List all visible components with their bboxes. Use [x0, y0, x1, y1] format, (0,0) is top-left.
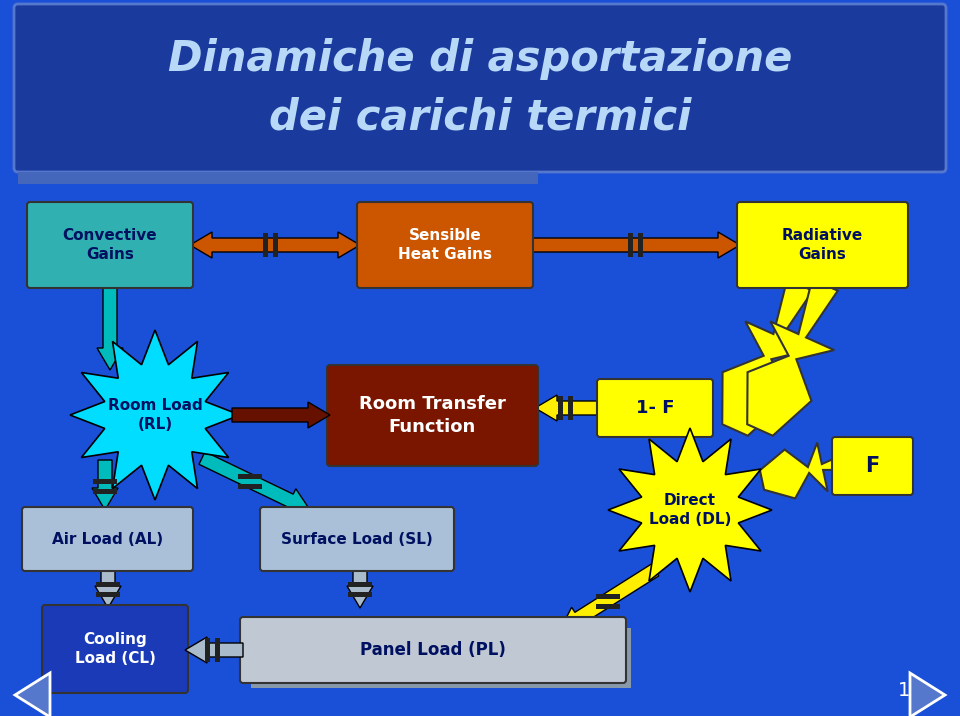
Polygon shape: [199, 452, 310, 512]
Bar: [238, 473, 262, 478]
Text: 19: 19: [898, 680, 923, 700]
FancyBboxPatch shape: [832, 437, 913, 495]
Polygon shape: [232, 402, 330, 428]
Bar: [273, 233, 277, 257]
Polygon shape: [535, 395, 600, 421]
FancyBboxPatch shape: [27, 202, 193, 288]
FancyBboxPatch shape: [14, 4, 946, 172]
Polygon shape: [15, 673, 50, 716]
Bar: [558, 396, 563, 420]
Text: F: F: [865, 456, 879, 476]
Polygon shape: [92, 460, 118, 510]
Polygon shape: [760, 442, 857, 498]
Bar: [238, 483, 262, 488]
Bar: [251, 628, 631, 688]
Polygon shape: [190, 232, 360, 258]
Bar: [596, 604, 620, 609]
Text: Radiative
Gains: Radiative Gains: [781, 228, 863, 262]
Polygon shape: [560, 564, 659, 630]
Bar: [628, 233, 633, 257]
Polygon shape: [910, 673, 945, 716]
Bar: [637, 233, 642, 257]
Polygon shape: [95, 568, 121, 608]
Bar: [18, 172, 538, 184]
Text: Direct
Load (DL): Direct Load (DL): [649, 493, 732, 527]
FancyBboxPatch shape: [597, 379, 713, 437]
Text: 1- F: 1- F: [636, 399, 674, 417]
Bar: [348, 591, 372, 596]
Text: Convective
Gains: Convective Gains: [62, 228, 157, 262]
Text: Air Load (AL): Air Load (AL): [52, 531, 163, 546]
Text: Dinamiche di asportazione
dei carichi termici: Dinamiche di asportazione dei carichi te…: [168, 38, 792, 138]
Bar: [596, 594, 620, 599]
FancyBboxPatch shape: [357, 202, 533, 288]
Bar: [93, 488, 117, 493]
Bar: [96, 591, 120, 596]
Text: Sensible
Heat Gains: Sensible Heat Gains: [398, 228, 492, 262]
Bar: [348, 581, 372, 586]
Bar: [204, 638, 209, 662]
FancyBboxPatch shape: [22, 507, 193, 571]
Bar: [567, 396, 572, 420]
Polygon shape: [530, 232, 740, 258]
Polygon shape: [747, 279, 838, 436]
Text: Surface Load (SL): Surface Load (SL): [281, 531, 433, 546]
Text: Room Load
(RL): Room Load (RL): [108, 398, 203, 432]
Bar: [96, 581, 120, 586]
Polygon shape: [722, 279, 813, 436]
FancyBboxPatch shape: [240, 617, 626, 683]
Polygon shape: [70, 330, 240, 500]
Text: Panel Load (PL): Panel Load (PL): [360, 641, 506, 659]
FancyBboxPatch shape: [327, 365, 538, 466]
FancyBboxPatch shape: [737, 202, 908, 288]
Bar: [93, 478, 117, 483]
Polygon shape: [347, 568, 373, 608]
Polygon shape: [185, 637, 243, 663]
Text: Cooling
Load (CL): Cooling Load (CL): [75, 632, 156, 666]
Bar: [214, 638, 220, 662]
Polygon shape: [608, 428, 772, 592]
Text: Room Transfer
Function: Room Transfer Function: [359, 395, 506, 435]
Bar: [262, 233, 268, 257]
Polygon shape: [97, 285, 123, 370]
FancyBboxPatch shape: [42, 605, 188, 693]
FancyBboxPatch shape: [260, 507, 454, 571]
